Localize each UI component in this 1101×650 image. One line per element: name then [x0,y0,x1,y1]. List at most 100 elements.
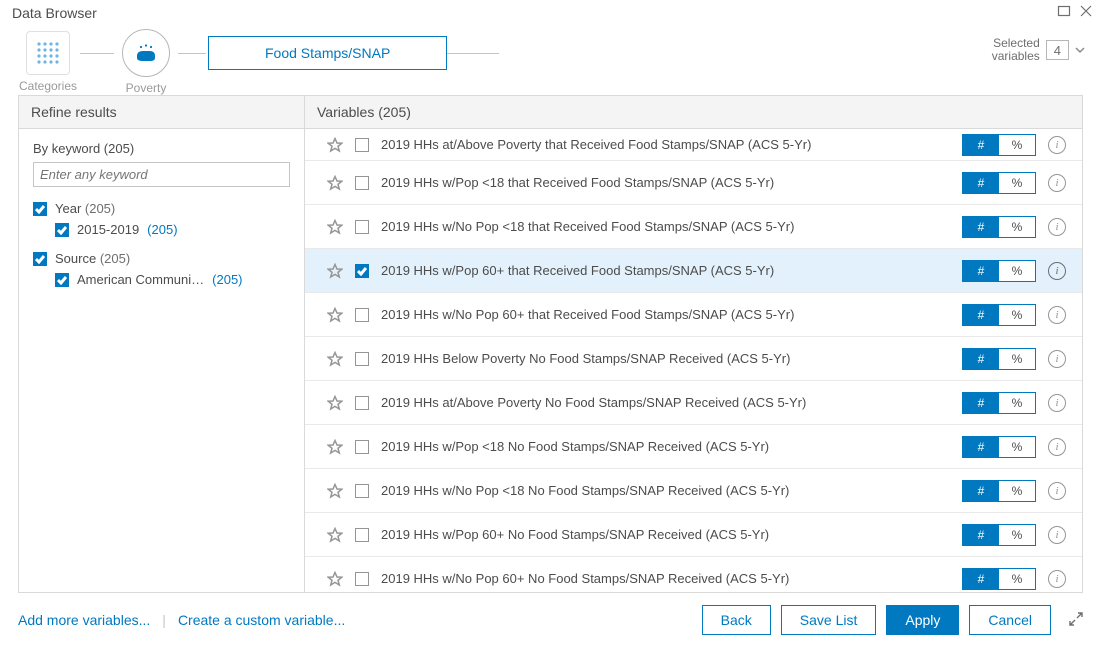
toggle-percent[interactable]: % [999,481,1035,501]
info-icon[interactable]: i [1048,262,1066,280]
variable-row[interactable]: 2019 HHs at/Above Poverty that Received … [305,129,1082,161]
custom-variable-link[interactable]: Create a custom variable... [178,612,345,628]
crumb-categories[interactable]: Categories [18,31,78,93]
toggle-count[interactable]: # [963,393,999,413]
toggle-percent[interactable]: % [999,569,1035,589]
variable-row[interactable]: 2019 HHs w/No Pop <18 No Food Stamps/SNA… [305,469,1082,513]
expand-icon[interactable] [1069,612,1083,629]
row-checkbox[interactable] [355,484,369,498]
count-percent-toggle[interactable]: #% [962,134,1036,156]
count-percent-toggle[interactable]: #% [962,480,1036,502]
row-checkbox[interactable] [355,528,369,542]
row-checkbox[interactable] [355,396,369,410]
toggle-percent[interactable]: % [999,217,1035,237]
star-icon[interactable] [327,263,343,279]
toggle-percent[interactable]: % [999,305,1035,325]
count-percent-toggle[interactable]: #% [962,216,1036,238]
toggle-percent[interactable]: % [999,437,1035,457]
star-icon[interactable] [327,219,343,235]
count-percent-toggle[interactable]: #% [962,172,1036,194]
toggle-count[interactable]: # [963,349,999,369]
star-icon[interactable] [327,395,343,411]
star-icon[interactable] [327,483,343,499]
count-percent-toggle[interactable]: #% [962,568,1036,590]
checkbox-icon[interactable] [55,223,69,237]
filter-child[interactable]: 2015-2019 (205) [55,222,290,237]
info-icon[interactable]: i [1048,174,1066,192]
toggle-percent[interactable]: % [999,173,1035,193]
crumb-poverty[interactable]: Poverty [116,29,176,95]
toggle-percent[interactable]: % [999,349,1035,369]
row-checkbox[interactable] [355,440,369,454]
info-icon[interactable]: i [1048,570,1066,588]
toggle-count[interactable]: # [963,569,999,589]
info-icon[interactable]: i [1048,350,1066,368]
variable-row[interactable]: 2019 HHs w/Pop 60+ that Received Food St… [305,249,1082,293]
row-checkbox[interactable] [355,572,369,586]
row-checkbox[interactable] [355,138,369,152]
info-icon[interactable]: i [1048,306,1066,324]
toggle-count[interactable]: # [963,173,999,193]
checkbox-icon[interactable] [33,202,47,216]
selected-variables[interactable]: Selected variables 4 [992,37,1085,63]
info-icon[interactable]: i [1048,218,1066,236]
filter-child[interactable]: American Communi… (205) [55,272,290,287]
count-percent-toggle[interactable]: #% [962,524,1036,546]
variable-row[interactable]: 2019 HHs w/No Pop <18 that Received Food… [305,205,1082,249]
toggle-count[interactable]: # [963,135,999,155]
star-icon[interactable] [327,175,343,191]
topic-box[interactable]: Food Stamps/SNAP [208,36,447,70]
toggle-percent[interactable]: % [999,525,1035,545]
info-icon[interactable]: i [1048,136,1066,154]
row-checkbox[interactable] [355,220,369,234]
count-percent-toggle[interactable]: #% [962,260,1036,282]
count-percent-toggle[interactable]: #% [962,348,1036,370]
info-icon[interactable]: i [1048,526,1066,544]
toggle-count[interactable]: # [963,305,999,325]
filter-year[interactable]: Year (205) [33,201,290,216]
star-icon[interactable] [327,527,343,543]
toggle-count[interactable]: # [963,437,999,457]
star-icon[interactable] [327,307,343,323]
toggle-count[interactable]: # [963,261,999,281]
count-percent-toggle[interactable]: #% [962,436,1036,458]
filter-source[interactable]: Source (205) [33,251,290,266]
star-icon[interactable] [327,351,343,367]
variable-row[interactable]: 2019 HHs w/Pop 60+ No Food Stamps/SNAP R… [305,513,1082,557]
variables-list[interactable]: 2019 HHs at/Above Poverty that Received … [305,129,1082,592]
row-checkbox[interactable] [355,264,369,278]
info-icon[interactable]: i [1048,482,1066,500]
save-list-button[interactable]: Save List [781,605,877,635]
count-percent-toggle[interactable]: #% [962,392,1036,414]
keyword-input[interactable] [33,162,290,187]
variable-row[interactable]: 2019 HHs w/Pop <18 No Food Stamps/SNAP R… [305,425,1082,469]
variable-row[interactable]: 2019 HHs w/No Pop 60+ No Food Stamps/SNA… [305,557,1082,592]
row-checkbox[interactable] [355,352,369,366]
toggle-count[interactable]: # [963,217,999,237]
checkbox-icon[interactable] [55,273,69,287]
toggle-count[interactable]: # [963,525,999,545]
variable-row[interactable]: 2019 HHs Below Poverty No Food Stamps/SN… [305,337,1082,381]
info-icon[interactable]: i [1048,394,1066,412]
add-more-link[interactable]: Add more variables... [18,612,150,628]
star-icon[interactable] [327,571,343,587]
count-percent-toggle[interactable]: #% [962,304,1036,326]
back-button[interactable]: Back [702,605,771,635]
star-icon[interactable] [327,439,343,455]
star-icon[interactable] [327,137,343,153]
toggle-percent[interactable]: % [999,261,1035,281]
info-icon[interactable]: i [1048,438,1066,456]
close-icon[interactable] [1079,4,1093,21]
cancel-button[interactable]: Cancel [969,605,1051,635]
toggle-percent[interactable]: % [999,135,1035,155]
row-checkbox[interactable] [355,176,369,190]
toggle-percent[interactable]: % [999,393,1035,413]
checkbox-icon[interactable] [33,252,47,266]
maximize-icon[interactable] [1057,4,1071,21]
toggle-count[interactable]: # [963,481,999,501]
apply-button[interactable]: Apply [886,605,959,635]
variable-row[interactable]: 2019 HHs at/Above Poverty No Food Stamps… [305,381,1082,425]
variable-row[interactable]: 2019 HHs w/Pop <18 that Received Food St… [305,161,1082,205]
row-checkbox[interactable] [355,308,369,322]
variable-row[interactable]: 2019 HHs w/No Pop 60+ that Received Food… [305,293,1082,337]
